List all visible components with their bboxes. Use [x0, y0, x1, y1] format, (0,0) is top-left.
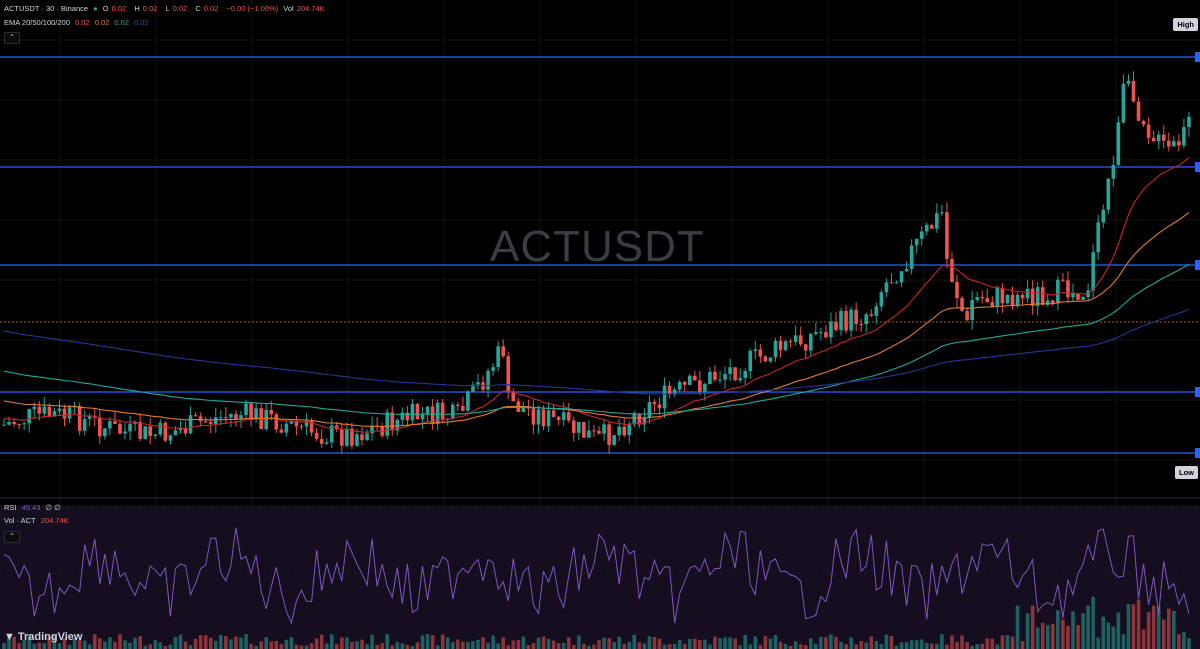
ema20-value: 0.02 [74, 18, 90, 27]
ohlc-open: O 0.02 [102, 4, 127, 13]
symbol-title[interactable]: ACTUSDT · 30 · Binance [4, 4, 89, 13]
ema-legend[interactable]: EMA 20/50/100/200 0.02 0.02 0.02 0.02 [4, 18, 152, 28]
ema-lines [3, 156, 1190, 433]
tradingview-icon: ▼ [4, 631, 15, 643]
rsi-pane-background [0, 506, 1200, 649]
ema-legend-label: EMA 20/50/100/200 [4, 18, 70, 27]
ema100-value: 0.02 [114, 18, 129, 27]
level-marker-2[interactable] [1195, 162, 1200, 172]
symbol-legend: ACTUSDT · 30 · Binance ● O 0.02 H 0.02 L 0.… [4, 4, 331, 14]
tradingview-logo[interactable]: ▼ TradingView [4, 631, 83, 643]
market-status-dot: ● [93, 4, 98, 13]
level-marker-1[interactable] [1195, 52, 1200, 62]
ohlc-volume: Vol 204.74K [283, 4, 325, 13]
volume-label: Vol · ACT [4, 516, 36, 525]
volume-value: 204.74K [40, 516, 69, 525]
rsi-label: RSI [4, 503, 17, 512]
ohlc-high: H 0.02 [134, 4, 158, 13]
ohlc-low: L 0.02 [165, 4, 188, 13]
collapse-indicators-button[interactable]: ⌃ [4, 32, 20, 44]
ema50-value: 0.02 [94, 18, 110, 27]
horizontal-levels[interactable] [0, 56, 1195, 454]
volume-legend[interactable]: Vol · ACT 204.74K [4, 516, 72, 526]
ohlc-change: −0.00 (−1.00%) [226, 4, 279, 13]
level-marker-4[interactable] [1195, 387, 1200, 397]
symbol-watermark: ACTUSDT [490, 222, 705, 271]
ohlc-close: C 0.02 [195, 4, 219, 13]
low-badge: Low [1175, 466, 1198, 479]
collapse-volume-button[interactable]: ⌃ [4, 531, 20, 543]
rsi-extra: ∅ ∅ [45, 503, 61, 512]
rsi-value: 49.43 [21, 503, 41, 512]
volume-bars [2, 596, 1191, 649]
level-marker-3[interactable] [1195, 260, 1200, 270]
level-marker-5[interactable] [1195, 448, 1200, 458]
ema200-value: 0.02 [134, 18, 149, 27]
high-badge: High [1173, 18, 1198, 31]
rsi-legend[interactable]: RSI 49.43 ∅ ∅ [4, 503, 64, 513]
rsi-line [3, 527, 1190, 625]
